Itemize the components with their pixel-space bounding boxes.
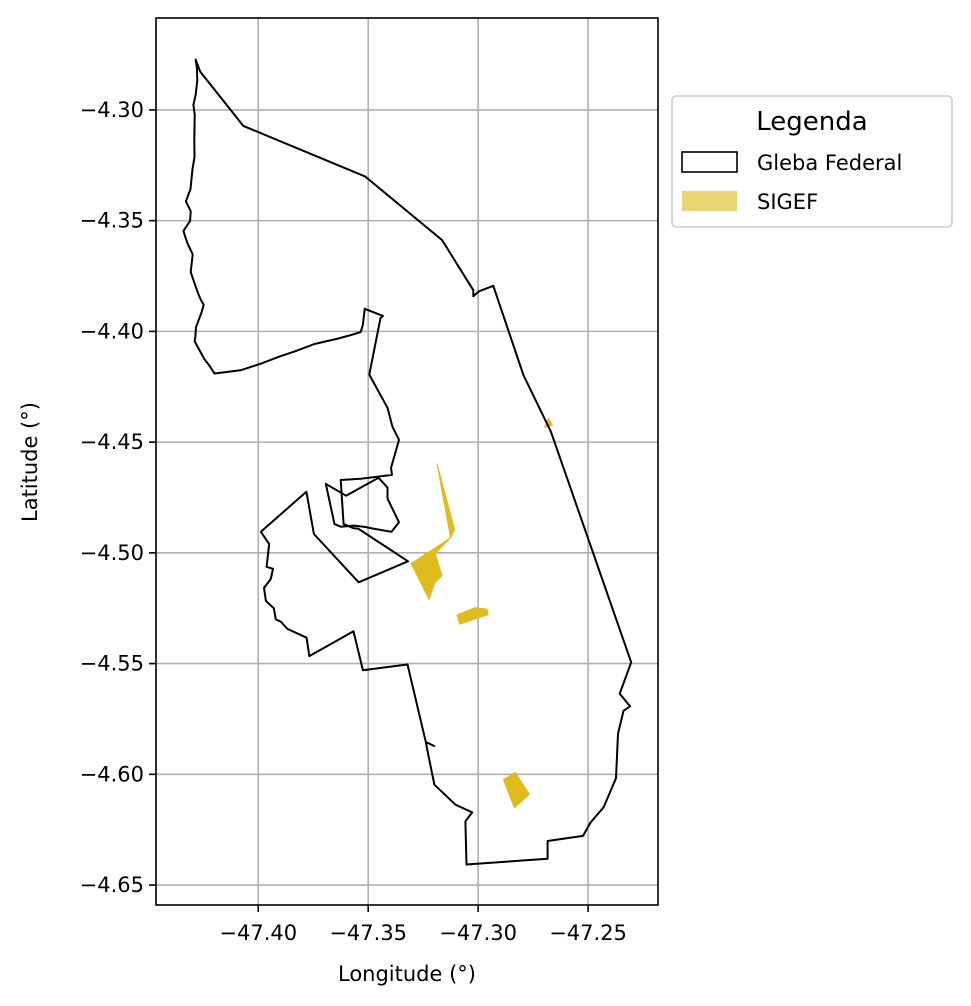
legend-title: Legenda bbox=[756, 107, 867, 137]
gleba-federal-polygon-inner bbox=[324, 476, 400, 533]
x-tick-label-3: −47.25 bbox=[549, 921, 627, 945]
plot-background bbox=[156, 18, 658, 905]
legend-swatch-sigef bbox=[682, 191, 737, 211]
y-tick-label-2: −4.40 bbox=[80, 319, 144, 343]
sigef-parcel-0 bbox=[410, 463, 456, 600]
legend-swatch-gleba-federal bbox=[681, 151, 738, 173]
y-tick-label-1: −4.35 bbox=[80, 209, 144, 233]
sigef-parcel-1 bbox=[456, 607, 489, 625]
sigef-layer bbox=[410, 417, 553, 809]
x-axis-ticks: −47.40 −47.35 −47.30 −47.25 bbox=[219, 905, 627, 945]
y-tick-label-4: −4.50 bbox=[80, 541, 144, 565]
y-tick-label-0: −4.30 bbox=[80, 98, 144, 122]
y-axis-ticks: −4.30 −4.35 −4.40 −4.45 −4.50 −4.55 −4.60 −4.65 bbox=[80, 98, 156, 897]
x-axis-title: Longitude (°) bbox=[338, 962, 476, 986]
y-tick-label-7: −4.65 bbox=[80, 873, 144, 897]
x-tick-label-2: −47.30 bbox=[439, 921, 517, 945]
y-tick-label-6: −4.60 bbox=[80, 762, 144, 786]
sigef-parcel-2 bbox=[502, 772, 530, 809]
grid-lines bbox=[156, 18, 658, 905]
y-tick-label-3: −4.45 bbox=[80, 430, 144, 454]
legend-box bbox=[671, 95, 953, 228]
gleba-federal-layer bbox=[182, 58, 633, 866]
x-tick-label-1: −47.35 bbox=[329, 921, 407, 945]
gleba-federal-polygon-outer bbox=[182, 58, 633, 866]
y-tick-label-5: −4.55 bbox=[80, 652, 144, 676]
legend-label-gleba-federal: Gleba Federal bbox=[757, 151, 902, 175]
legend: Legenda Gleba Federal SIGEF bbox=[671, 95, 953, 228]
plot-frame bbox=[155, 17, 659, 906]
y-axis-title: Latitude (°) bbox=[18, 402, 42, 522]
x-tick-label-0: −47.40 bbox=[219, 921, 297, 945]
legend-label-sigef: SIGEF bbox=[757, 190, 818, 214]
